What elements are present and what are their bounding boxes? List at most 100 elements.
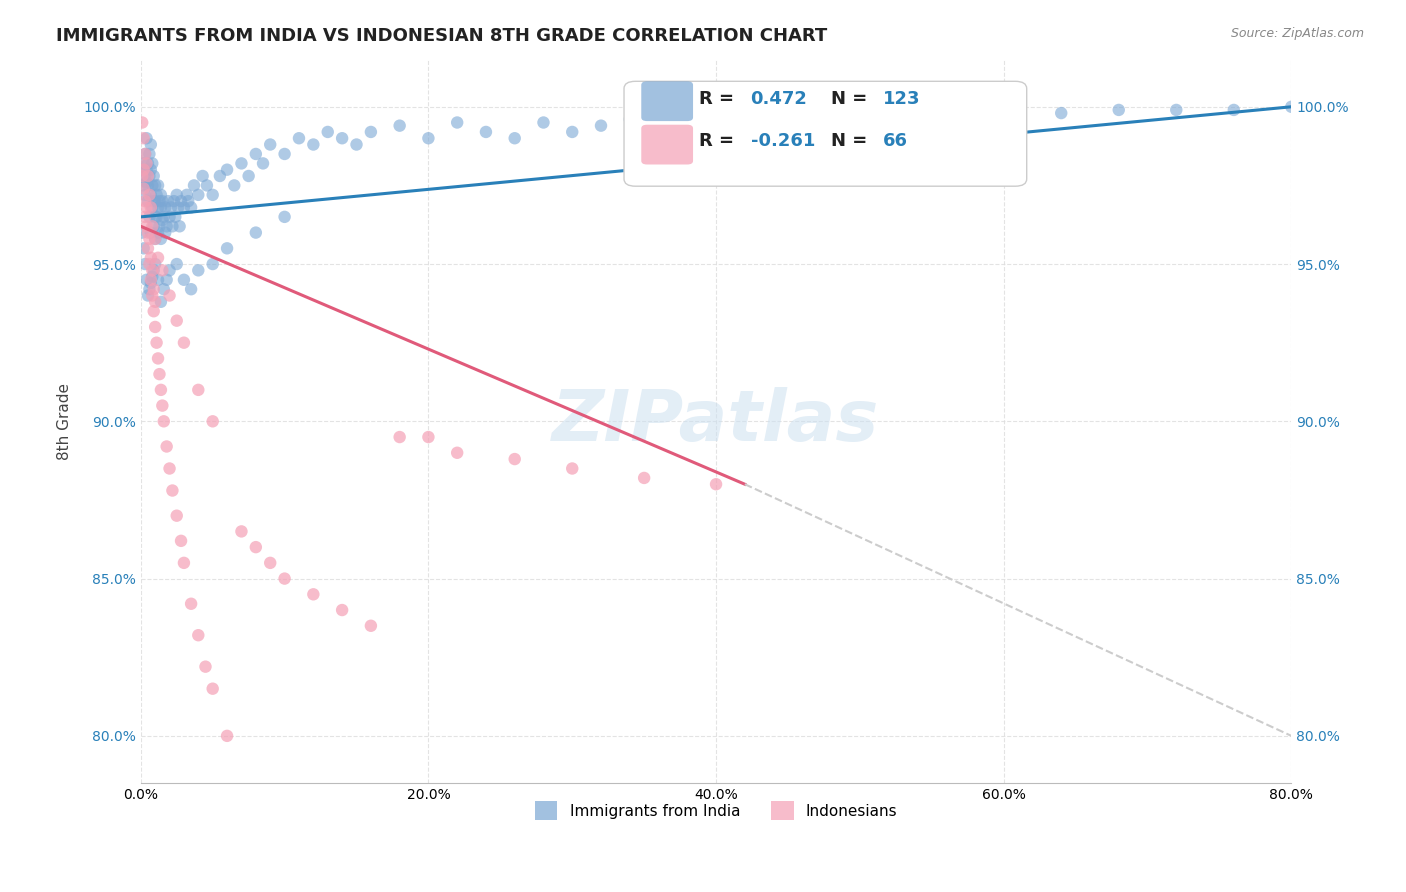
Immigrants from India bbox=[134, 147, 156, 161]
Immigrants from India bbox=[143, 210, 166, 224]
Immigrants from India bbox=[201, 257, 224, 271]
Indonesians bbox=[143, 294, 166, 309]
Immigrants from India bbox=[135, 162, 157, 177]
Indonesians bbox=[152, 414, 174, 428]
Indonesians bbox=[633, 471, 655, 485]
Immigrants from India bbox=[1279, 100, 1302, 114]
Immigrants from India bbox=[157, 194, 180, 208]
Immigrants from India bbox=[475, 125, 498, 139]
Indonesians bbox=[360, 619, 382, 633]
Immigrants from India bbox=[231, 156, 253, 170]
Indonesians bbox=[132, 131, 155, 145]
Immigrants from India bbox=[159, 263, 181, 277]
Text: 123: 123 bbox=[883, 90, 921, 109]
Text: 0.472: 0.472 bbox=[751, 90, 807, 109]
Indonesians bbox=[149, 383, 172, 397]
Text: 66: 66 bbox=[883, 132, 908, 151]
FancyBboxPatch shape bbox=[641, 81, 693, 121]
Immigrants from India bbox=[167, 201, 190, 215]
Indonesians bbox=[156, 440, 179, 454]
Text: ZIPatlas: ZIPatlas bbox=[553, 387, 880, 456]
Indonesians bbox=[162, 483, 184, 498]
Immigrants from India bbox=[138, 282, 160, 296]
Immigrants from India bbox=[132, 156, 155, 170]
Indonesians bbox=[134, 210, 156, 224]
Immigrants from India bbox=[145, 187, 167, 202]
Immigrants from India bbox=[165, 210, 187, 224]
Immigrants from India bbox=[215, 241, 238, 255]
Indonesians bbox=[135, 201, 157, 215]
Immigrants from India bbox=[139, 276, 162, 290]
Indonesians bbox=[132, 181, 155, 195]
Immigrants from India bbox=[180, 282, 202, 296]
Immigrants from India bbox=[993, 106, 1015, 120]
Immigrants from India bbox=[136, 288, 159, 302]
Indonesians bbox=[134, 194, 156, 208]
Indonesians bbox=[446, 446, 468, 460]
Indonesians bbox=[139, 251, 162, 265]
Immigrants from India bbox=[288, 131, 311, 145]
Immigrants from India bbox=[138, 147, 160, 161]
Immigrants from India bbox=[201, 187, 224, 202]
Immigrants from India bbox=[238, 169, 260, 183]
Immigrants from India bbox=[135, 175, 157, 189]
Immigrants from India bbox=[877, 106, 900, 120]
Indonesians bbox=[704, 477, 727, 491]
Indonesians bbox=[138, 232, 160, 246]
Immigrants from India bbox=[142, 169, 165, 183]
Indonesians bbox=[187, 628, 209, 642]
Immigrants from India bbox=[134, 257, 156, 271]
Indonesians bbox=[132, 162, 155, 177]
Immigrants from India bbox=[163, 194, 186, 208]
Immigrants from India bbox=[160, 201, 183, 215]
Immigrants from India bbox=[138, 169, 160, 183]
Immigrants from India bbox=[647, 119, 669, 133]
Indonesians bbox=[159, 461, 181, 475]
Immigrants from India bbox=[155, 226, 177, 240]
Immigrants from India bbox=[145, 210, 167, 224]
Immigrants from India bbox=[149, 187, 172, 202]
Immigrants from India bbox=[166, 187, 188, 202]
Immigrants from India bbox=[446, 115, 468, 129]
Y-axis label: 8th Grade: 8th Grade bbox=[58, 383, 72, 459]
Immigrants from India bbox=[533, 115, 555, 129]
Immigrants from India bbox=[156, 219, 179, 234]
Immigrants from India bbox=[1223, 103, 1246, 117]
Immigrants from India bbox=[173, 273, 195, 287]
Immigrants from India bbox=[316, 125, 339, 139]
Indonesians bbox=[135, 219, 157, 234]
Indonesians bbox=[187, 383, 209, 397]
Text: IMMIGRANTS FROM INDIA VS INDONESIAN 8TH GRADE CORRELATION CHART: IMMIGRANTS FROM INDIA VS INDONESIAN 8TH … bbox=[56, 27, 828, 45]
Immigrants from India bbox=[360, 125, 382, 139]
Indonesians bbox=[201, 414, 224, 428]
Indonesians bbox=[142, 282, 165, 296]
Immigrants from India bbox=[143, 257, 166, 271]
Indonesians bbox=[139, 273, 162, 287]
Indonesians bbox=[503, 452, 526, 467]
Indonesians bbox=[166, 508, 188, 523]
Indonesians bbox=[145, 335, 167, 350]
Immigrants from India bbox=[146, 178, 169, 193]
Immigrants from India bbox=[273, 210, 295, 224]
Indonesians bbox=[143, 232, 166, 246]
Immigrants from India bbox=[187, 263, 209, 277]
Indonesians bbox=[146, 251, 169, 265]
Immigrants from India bbox=[143, 194, 166, 208]
Immigrants from India bbox=[820, 112, 842, 127]
Text: Source: ZipAtlas.com: Source: ZipAtlas.com bbox=[1230, 27, 1364, 40]
Immigrants from India bbox=[155, 201, 177, 215]
Immigrants from India bbox=[134, 169, 156, 183]
Indonesians bbox=[201, 681, 224, 696]
Immigrants from India bbox=[252, 156, 274, 170]
Immigrants from India bbox=[146, 226, 169, 240]
Immigrants from India bbox=[1108, 103, 1130, 117]
Indonesians bbox=[141, 288, 163, 302]
Immigrants from India bbox=[173, 201, 195, 215]
Immigrants from India bbox=[159, 210, 181, 224]
Indonesians bbox=[131, 169, 153, 183]
Indonesians bbox=[388, 430, 411, 444]
Immigrants from India bbox=[676, 112, 699, 127]
Immigrants from India bbox=[245, 226, 267, 240]
Immigrants from India bbox=[177, 194, 200, 208]
Immigrants from India bbox=[143, 232, 166, 246]
